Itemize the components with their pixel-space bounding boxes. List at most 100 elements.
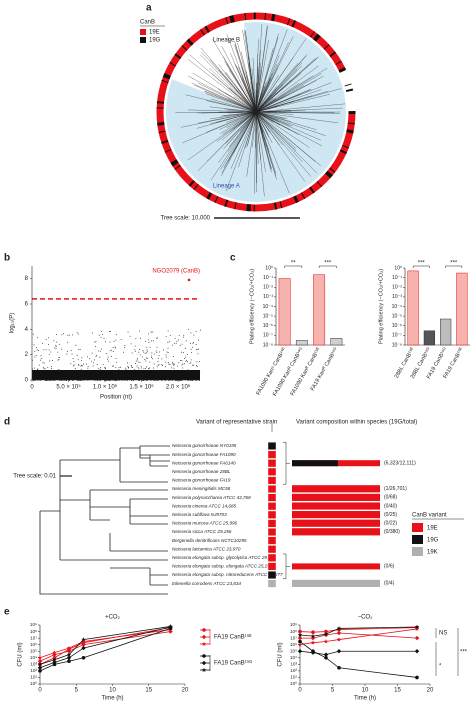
scatter-texture [190, 343, 191, 345]
marker [298, 639, 302, 644]
scatter-texture [94, 359, 95, 361]
scatter-texture [112, 379, 114, 381]
tree-branch [255, 80, 317, 113]
x-tick-label: 15 [145, 688, 152, 694]
scatter-texture [107, 358, 108, 360]
scatter-texture [198, 348, 199, 350]
tree-branch [180, 111, 257, 128]
annotation: NGO2079 (CanB) [152, 269, 200, 275]
tree-branch [224, 60, 257, 113]
marker [414, 624, 420, 629]
scatter-texture [32, 368, 33, 370]
scatter-texture [87, 367, 89, 369]
y-tick-label: 6 [25, 302, 29, 308]
scatter-texture [56, 334, 57, 335]
scatter-texture [94, 341, 96, 343]
scatter-texture [145, 352, 147, 354]
scatter-texture [95, 355, 97, 357]
representative-variant [267, 510, 277, 519]
scatter-texture [100, 337, 102, 339]
tree-branch [246, 111, 257, 148]
scatter-texture [146, 357, 148, 359]
scatter-texture [71, 353, 73, 355]
y-tick-label: 10⁸ [290, 629, 297, 634]
scatter-texture [189, 363, 191, 364]
scatter-texture [180, 379, 182, 381]
tree-branch [255, 85, 305, 113]
marker [66, 645, 72, 651]
scatter-texture [53, 340, 55, 342]
tree-branch [236, 65, 257, 113]
scatter-texture [47, 366, 49, 368]
marker [52, 650, 57, 655]
y-tick-label: 10⁻⁵ [263, 313, 273, 319]
lineage-label: Lineage B [213, 38, 240, 44]
scatter-texture [61, 379, 62, 381]
tree-branch [188, 75, 257, 113]
tree-branch [255, 63, 278, 113]
tree-branch [255, 111, 305, 182]
y-tick-label: 10¹ [290, 675, 297, 680]
scatter-texture [48, 353, 50, 355]
scatter-texture [80, 379, 81, 381]
scatter-texture [186, 354, 188, 356]
tree-branch [255, 37, 279, 113]
y-tick-label: 10⁰ [30, 681, 37, 686]
scatter-texture [141, 356, 143, 358]
scatter-texture [99, 369, 101, 371]
scatter-texture [95, 346, 97, 348]
scatter-texture [199, 361, 201, 362]
tree-branch [255, 67, 279, 113]
y-tick-label: 10⁻⁴ [263, 304, 273, 310]
scatter-texture [102, 334, 103, 335]
tree-branch [185, 94, 257, 113]
scatter-texture [159, 351, 160, 353]
bar [456, 272, 468, 346]
tree-branch [255, 89, 312, 113]
scatter-texture [197, 353, 199, 355]
scatter-texture [126, 380, 128, 381]
composition-label: (0/25) [384, 512, 397, 518]
scatter-texture [151, 352, 153, 354]
scatter-texture [131, 366, 132, 368]
y-tick-label: 10⁰ [394, 265, 402, 271]
marker [323, 631, 329, 637]
scatter-texture [149, 367, 150, 369]
scatter-texture [55, 345, 56, 347]
tree-branch [210, 111, 257, 181]
legend-marker [201, 660, 207, 666]
scatter-texture [82, 365, 83, 367]
scatter-texture [67, 335, 69, 336]
scatter-texture [38, 364, 40, 366]
species-name: Neisseria polysaccharea ATCC 43,768 [172, 495, 251, 500]
species-name: Neisseria sicca ATCC 29,256 [172, 529, 232, 534]
marker [336, 637, 342, 642]
legend-swatch [412, 523, 423, 532]
series-line [39, 627, 171, 665]
x-tick-label: 1.5 × 10⁶ [129, 384, 154, 391]
tree-branch [255, 111, 280, 123]
scatter-texture [158, 364, 160, 366]
tree-branch [210, 98, 257, 113]
scatter-texture [198, 339, 199, 341]
scatter-texture [158, 355, 160, 357]
y-tick-label: 10³ [290, 662, 297, 667]
series-line [299, 650, 417, 656]
legend-title: CanB [140, 20, 155, 26]
x-tick-label: 0 [38, 688, 42, 694]
scatter-texture [67, 351, 68, 353]
tree-branch [255, 111, 297, 149]
tree-branch [255, 69, 261, 113]
scatter-texture [109, 330, 111, 332]
scatter-texture [99, 356, 101, 358]
representative-variant [267, 519, 277, 528]
x-tick-label: 2.0 × 10⁶ [166, 384, 191, 391]
scatter-texture [49, 360, 51, 362]
tree-branch [255, 110, 291, 113]
y-axis-label: log₁₀(P) [10, 313, 16, 334]
tree-branch [200, 54, 257, 113]
scatter-texture [45, 379, 47, 381]
representative-variant [267, 545, 277, 554]
scatter-texture [178, 334, 180, 336]
scatter-texture [178, 339, 179, 341]
